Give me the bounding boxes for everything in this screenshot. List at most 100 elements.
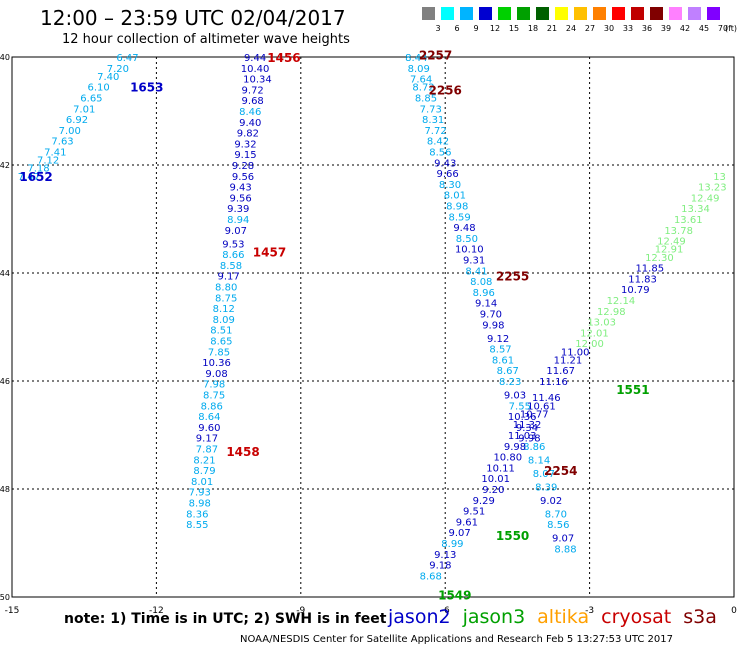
swh-point: 8.44 — [405, 53, 427, 64]
swh-point: 8.36 — [186, 509, 208, 520]
pass-time-label: 1458 — [226, 445, 259, 459]
swh-point: 9.72 — [242, 85, 264, 96]
swh-point: 13.78 — [664, 226, 693, 237]
colorbar-label: 70 — [717, 24, 729, 33]
colorbar-swatch — [706, 6, 721, 21]
swh-point: 12.49 — [691, 193, 720, 204]
swh-point: 12.49 — [657, 237, 686, 248]
swh-point: 6.10 — [88, 83, 110, 94]
credit-line: NOAA/NESDIS Center for Satellite Applica… — [240, 634, 673, 645]
y-tick-label: -50 — [0, 593, 10, 602]
swh-point: 8.85 — [415, 94, 437, 105]
swh-point: 10.01 — [481, 474, 510, 485]
swh-point: 8.67 — [497, 366, 519, 377]
colorbar-label: 45 — [698, 24, 710, 33]
swh-point: 7.55 — [509, 401, 531, 412]
pass-time-label: 1456 — [267, 51, 300, 65]
swh-point: 8.46 — [239, 107, 261, 118]
swh-point: 7.41 — [44, 148, 66, 159]
swh-point: 8.58 — [220, 261, 242, 272]
swh-point: 8.42 — [427, 137, 449, 148]
swh-point: 11.03 — [508, 431, 537, 442]
swh-point: 9.40 — [239, 118, 261, 129]
swh-point: 9.53 — [222, 239, 244, 250]
swh-point: 9.43 — [230, 183, 252, 194]
swh-point: 7.72 — [424, 126, 446, 137]
swh-point: 9.98 — [518, 434, 540, 445]
y-tick-label: -44 — [0, 269, 10, 278]
swh-point: 8.65 — [210, 337, 232, 348]
swh-point: 7.87 — [196, 445, 218, 456]
swh-point: 10.11 — [486, 463, 515, 474]
swh-point: 9.82 — [237, 129, 259, 140]
x-tick-label: -15 — [5, 606, 20, 616]
colorbar-swatch — [668, 6, 683, 21]
pass-time-label: 2257 — [419, 48, 452, 62]
swh-point: 7.64 — [410, 75, 432, 86]
swh-point: 9.17 — [196, 434, 218, 445]
swh-point: 11.00 — [561, 347, 590, 358]
swh-point: 8.61 — [492, 355, 514, 366]
swh-point: 10.40 — [241, 64, 270, 75]
colorbar-swatch — [630, 6, 645, 21]
swh-point: 12.98 — [597, 307, 626, 318]
swh-point: 8.96 — [473, 288, 495, 299]
swh-point: 7.00 — [59, 126, 81, 137]
colorbar-label: 42 — [679, 24, 691, 33]
y-tick-label: -46 — [0, 377, 10, 386]
swh-point: 10.34 — [243, 75, 272, 86]
swh-point: 13.61 — [674, 215, 703, 226]
swh-point: 8.68 — [420, 571, 442, 582]
swh-point: 8.57 — [489, 345, 511, 356]
swh-point: 8.94 — [227, 215, 249, 226]
x-tick-label: -3 — [585, 606, 594, 616]
legend-entry: jason3 — [462, 606, 526, 628]
swh-point: 11.85 — [635, 264, 664, 275]
swh-point: 8.70 — [545, 509, 567, 520]
swh-point: 8.50 — [456, 234, 478, 245]
colorbar-swatch — [440, 6, 455, 21]
swh-point: 8.41 — [465, 266, 487, 277]
swh-point: 9.34 — [516, 423, 538, 434]
swh-point: 11.83 — [628, 274, 657, 285]
swh-point: 9.07 — [225, 226, 247, 237]
swh-point: 9.66 — [436, 169, 458, 180]
swh-point: 8.56 — [547, 520, 569, 531]
colorbar-swatch — [554, 6, 569, 21]
colorbar-swatch — [516, 6, 531, 21]
swh-point: 9.60 — [198, 423, 220, 434]
swh-point: 7.73 — [420, 104, 442, 115]
legend-entry: altika — [537, 606, 590, 628]
legend-entry: cryosat — [601, 606, 672, 628]
swh-point: 8.31 — [422, 115, 444, 126]
pass-time-label: 1550 — [496, 529, 529, 543]
colorbar-label: 21 — [546, 24, 558, 33]
pass-time-label: 1652 — [19, 170, 52, 184]
chart-title: 12:00 – 23:59 UTC 02/04/2017 — [40, 6, 346, 30]
swh-point: 7.85 — [208, 347, 230, 358]
swh-point: 8.75 — [203, 391, 225, 402]
swh-point: 11.46 — [532, 393, 561, 404]
colorbar-label: 33 — [622, 24, 634, 33]
chart-subtitle: 12 hour collection of altimeter wave hei… — [62, 32, 350, 47]
colorbar-labels: 3 6 9 12 15 18 21 24 27 30 33 36 39 42 45 70 — [421, 24, 740, 36]
swh-point: 9.07 — [449, 528, 471, 539]
note-text: note: 1) Time is in UTC; 2) SWH is in fe… — [64, 611, 387, 627]
y-tick-label: -48 — [0, 485, 10, 494]
swh-point: 7.63 — [51, 137, 73, 148]
x-tick-label: 0 — [731, 606, 737, 616]
colorbar-swatch — [421, 6, 436, 21]
swh-point: 10.77 — [520, 409, 549, 420]
swh-point: 9.70 — [480, 310, 502, 321]
swh-point: 8.66 — [222, 250, 244, 261]
swh-point: 8.72 — [412, 83, 434, 94]
swh-point: 9.51 — [463, 507, 485, 518]
swh-point: 10.36 — [202, 358, 231, 369]
swh-point: 9.44 — [244, 53, 266, 64]
swh-point: 8.07 — [533, 469, 555, 480]
swh-point: 7.40 — [97, 72, 119, 83]
pass-time-label: 2254 — [544, 464, 577, 478]
swh-point: 9.48 — [453, 223, 475, 234]
swh-point: 9.20 — [482, 485, 504, 496]
pass-time-label: 1457 — [253, 245, 286, 259]
